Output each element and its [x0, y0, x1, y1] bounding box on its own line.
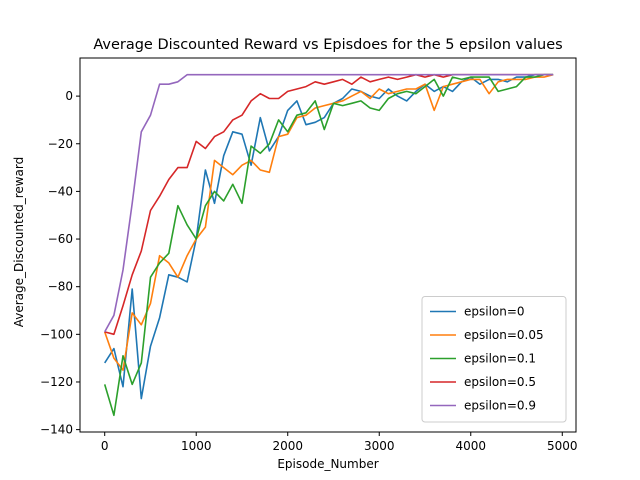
series-line-2: [103, 73, 554, 417]
y-axis-label: Average_Discounted_reward: [12, 157, 26, 328]
legend-entry: epsilon=0: [464, 305, 525, 319]
x-tick-label: 3000: [364, 439, 395, 453]
x-tick-label: 1000: [181, 439, 212, 453]
y-tick-label: −20: [48, 137, 73, 151]
series-line-1: [103, 73, 554, 371]
y-tick-label: −100: [40, 327, 73, 341]
y-tick-label: −80: [48, 280, 73, 294]
x-tick-label: 4000: [455, 439, 486, 453]
y-tick-label: −120: [40, 375, 73, 389]
x-tick-label: 2000: [272, 439, 303, 453]
legend-entry: epsilon=0.1: [464, 352, 536, 366]
x-tick-label: 0: [101, 439, 109, 453]
series-line-4: [104, 73, 554, 333]
legend-entry: epsilon=0.5: [464, 375, 536, 389]
legend-entry: epsilon=0.9: [464, 399, 536, 413]
chart-title: Average Discounted Reward vs Episdoes fo…: [93, 37, 562, 53]
y-tick-label: −60: [48, 232, 73, 246]
plot-area: 0 1000 2000 3000 4000 5000 −140 −120 −100 −80 −60 −…: [40, 57, 578, 453]
x-axis-label: Episode_Number: [277, 457, 378, 471]
legend: [421, 296, 567, 423]
x-tick-label: 5000: [547, 439, 578, 453]
y-tick-label: −140: [40, 423, 73, 437]
series-line-0: [104, 73, 554, 400]
y-tick-label: −40: [48, 184, 73, 198]
axes-frame: [79, 57, 577, 433]
legend-entry: epsilon=0.05: [464, 328, 544, 342]
y-tick-label: 0: [65, 89, 73, 103]
